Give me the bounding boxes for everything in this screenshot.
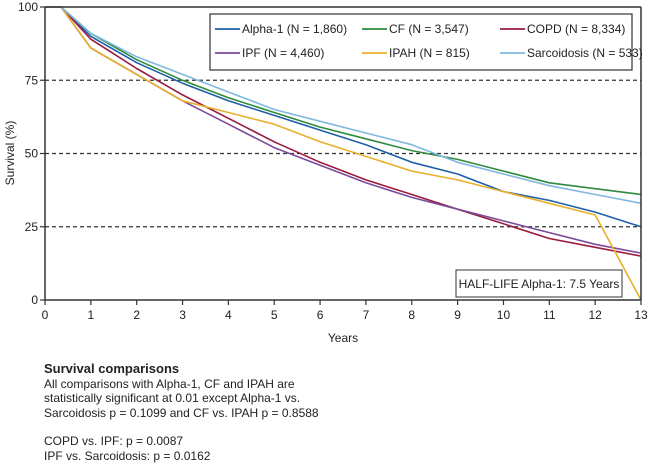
x-tick-label: 10 [497,308,511,322]
x-tick-label: 0 [42,308,49,322]
x-tick-label: 2 [133,308,140,322]
comparisons-line: Sarcoidosis p = 0.1099 and CF vs. IPAH p… [44,406,319,421]
x-tick-label: 12 [588,308,602,322]
x-tick-label: 8 [408,308,415,322]
x-tick-label: 4 [225,308,232,322]
x-axis-title: Years [328,331,358,345]
x-tick-label: 5 [271,308,278,322]
y-tick-label: 50 [25,147,39,161]
y-axis-title: Survival (%) [3,121,17,186]
y-axis-ticks: 0 25 50 75 100 [18,0,45,307]
gridlines [45,80,641,227]
x-tick-label: 13 [634,308,648,322]
comparisons-line: statistically significant at 0.01 except… [44,391,319,406]
y-tick-label: 100 [18,0,38,14]
comparisons-line: All comparisons with Alpha-1, CF and IPA… [44,377,319,392]
x-tick-label: 6 [317,308,324,322]
legend-label-ipf: IPF (N = 4,460) [242,46,324,60]
comparisons-title: Survival comparisons [44,362,319,377]
legend-label-cf: CF (N = 3,547) [389,22,469,36]
x-tick-label: 7 [363,308,370,322]
legend-label-alpha-1: Alpha-1 (N = 1,860) [242,22,347,36]
comparison-copd-ipf: COPD vs. IPF: p = 0.0087 [44,434,319,449]
x-tick-label: 1 [88,308,95,322]
legend: Alpha-1 (N = 1,860) CF (N = 3,547) COPD (N… [210,14,643,70]
legend-label-sarcoidosis: Sarcoidosis (N = 533) [527,46,643,60]
legend-label-copd: COPD (N = 8,334) [527,22,625,36]
x-tick-label: 9 [454,308,461,322]
x-tick-label: 3 [179,308,186,322]
survival-comparisons: Survival comparisons All comparisons wit… [44,362,319,463]
half-life-text: HALF-LIFE Alpha-1: 7.5 Years [459,277,620,291]
half-life-annotation: HALF-LIFE Alpha-1: 7.5 Years [456,270,622,297]
y-tick-label: 0 [31,293,38,307]
y-tick-label: 25 [25,220,39,234]
y-tick-label: 75 [25,73,39,87]
legend-label-ipah: IPAH (N = 815) [389,46,470,60]
x-tick-label: 11 [543,308,556,322]
